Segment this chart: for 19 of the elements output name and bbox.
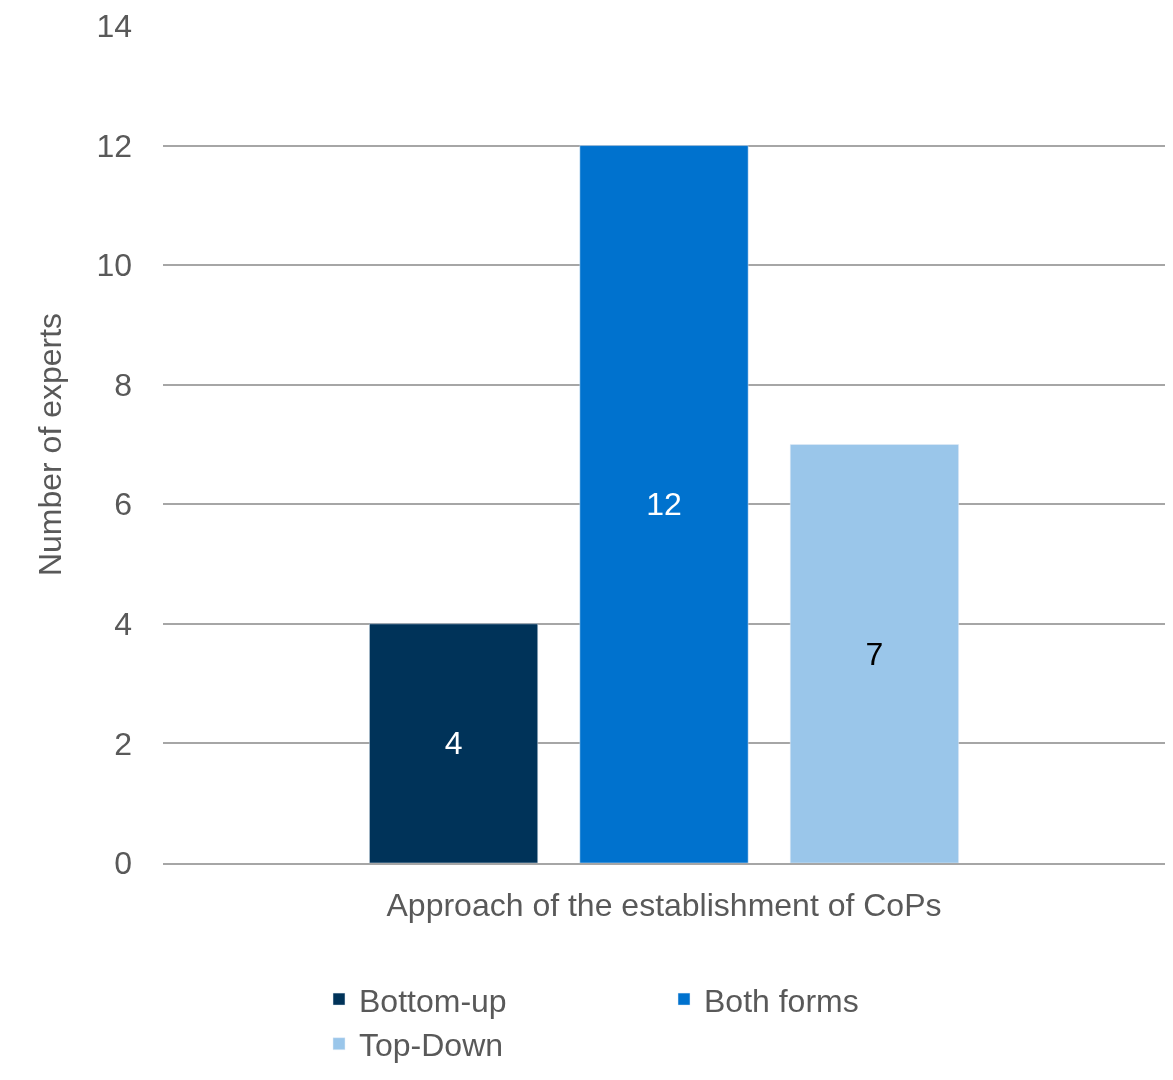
legend-label: Both forms [704,982,859,1019]
data-label: 12 [646,486,682,523]
y-tick-label: 0 [114,845,132,882]
y-tick-label: 6 [114,486,132,523]
y-tick-label: 10 [96,247,132,284]
data-label: 4 [444,725,463,762]
legend-label: Top-Down [359,1027,504,1064]
y-tick-label: 4 [114,606,132,643]
bar [790,444,959,863]
legend-label: Bottom-up [359,982,507,1019]
data-label: 7 [865,635,884,672]
x-axis-title: Approach of the establishment of CoPs [386,887,942,924]
y-tick-label: 12 [96,127,132,164]
y-tick-label: 2 [114,725,132,762]
y-axis-title: Number of experts [31,312,68,577]
y-tick-label: 14 [96,8,132,45]
bar [369,623,538,863]
y-tick-label: 8 [114,366,132,403]
bar [579,145,749,863]
